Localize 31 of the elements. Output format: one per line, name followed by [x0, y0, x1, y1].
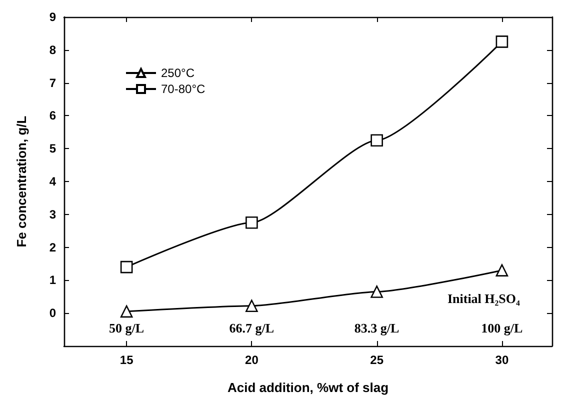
y-tick-label: 4 — [49, 174, 56, 188]
x-tick-label: 25 — [370, 353, 384, 367]
annotation: Initial H₂SO₄ — [447, 290, 520, 306]
y-tick-label: 6 — [49, 108, 56, 123]
annotation: 83.3 g/L — [354, 320, 400, 336]
y-tick-label: 8 — [49, 42, 56, 57]
legend-label: 70-80°C — [161, 82, 206, 96]
y-tick-label: 3 — [49, 207, 56, 222]
y-axis-title: Fe concentration, g/L — [14, 116, 29, 248]
point — [496, 264, 508, 276]
y-tick-label: 7 — [49, 76, 56, 90]
annotation: 66.7 g/L — [229, 320, 274, 336]
y-tick-label: 5 — [49, 142, 56, 156]
annotation: 50 g/L — [109, 320, 144, 336]
y-tick-label: 1 — [49, 273, 56, 288]
point — [120, 260, 133, 274]
point — [246, 216, 258, 229]
legend-label: 250°C — [161, 66, 195, 80]
point — [370, 286, 383, 298]
y-tick-label: 0 — [49, 306, 56, 320]
x-tick-label: 30 — [495, 353, 509, 367]
x-axis-title: Acid addition, %wt of slag — [227, 380, 389, 395]
point — [120, 305, 133, 318]
point — [496, 36, 508, 48]
x-tick-label: 20 — [245, 353, 259, 367]
x-tick-label: 15 — [120, 353, 134, 367]
y-tick-label: 9 — [49, 10, 56, 24]
point — [246, 300, 258, 312]
y-tick-label: 2 — [49, 240, 56, 254]
annotation: 100 g/L — [481, 320, 524, 336]
point — [370, 134, 383, 147]
